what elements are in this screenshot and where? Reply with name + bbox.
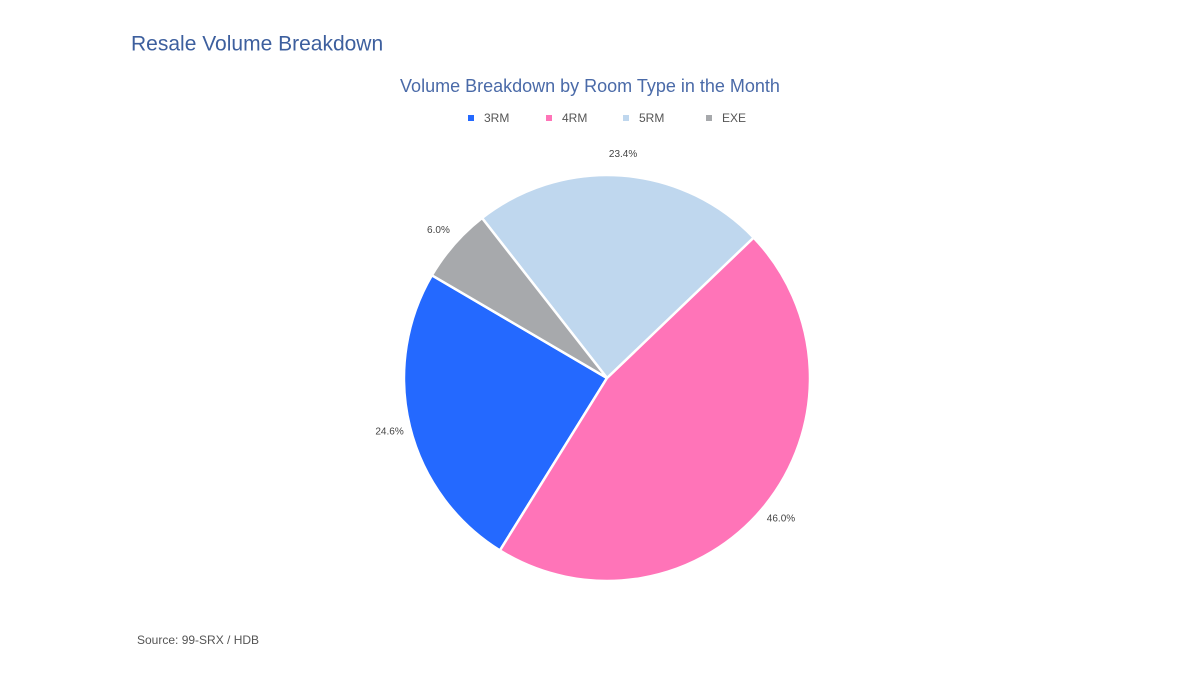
legend-label: 5RM bbox=[639, 111, 664, 125]
legend-marker bbox=[546, 115, 552, 121]
pie-slice bbox=[498, 235, 812, 583]
chart-title: Volume Breakdown by Room Type in the Mon… bbox=[400, 76, 780, 96]
legend-marker bbox=[623, 115, 629, 121]
pie-slice bbox=[402, 273, 609, 553]
legend-label: EXE bbox=[722, 111, 746, 125]
source-note: Source: 99-SRX / HDB bbox=[137, 633, 259, 647]
pie-slice bbox=[430, 216, 608, 380]
data-label: 23.4% bbox=[609, 149, 637, 160]
legend-label: 3RM bbox=[484, 111, 509, 125]
legend-marker bbox=[468, 115, 474, 121]
pie-slice bbox=[480, 173, 756, 380]
legend-marker bbox=[706, 115, 712, 121]
legend-label: 4RM bbox=[562, 111, 587, 125]
data-label: 6.0% bbox=[427, 225, 450, 236]
page-title: Resale Volume Breakdown bbox=[131, 33, 383, 56]
data-label: 24.6% bbox=[375, 426, 403, 437]
data-label: 46.0% bbox=[767, 514, 795, 525]
